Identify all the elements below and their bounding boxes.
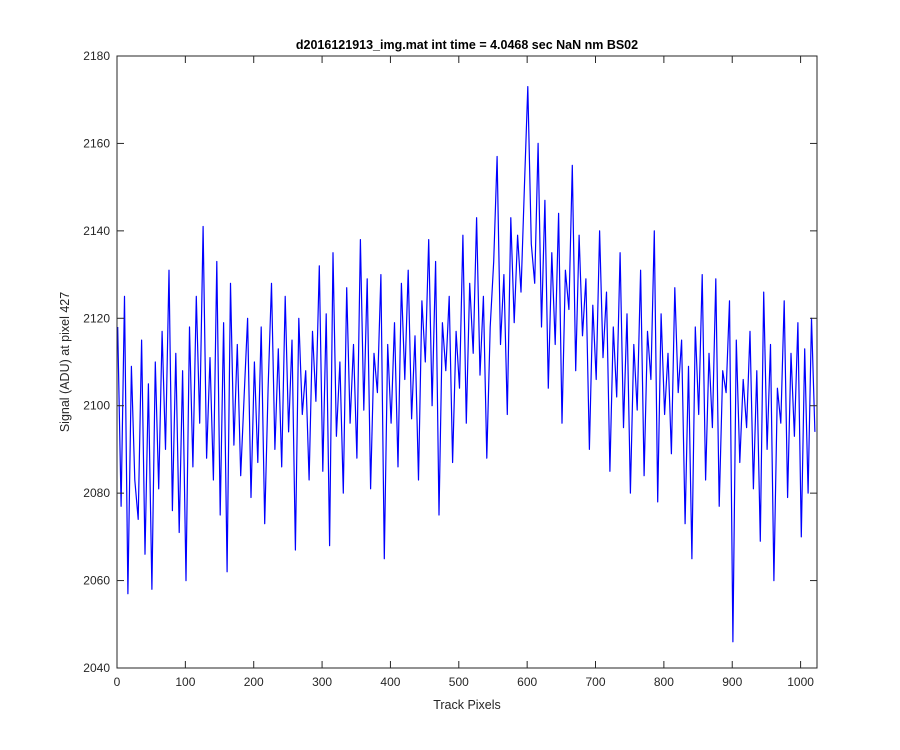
y-axis-label: Signal (ADU) at pixel 427 [58,292,72,432]
series-line-0 [117,85,816,643]
plot-area [117,56,817,668]
x-tick-label: 500 [449,675,469,689]
x-tick-label: 0 [114,675,121,689]
x-tick-label: 200 [244,675,264,689]
y-tick-label: 2060 [83,574,110,588]
x-tick-label: 400 [380,675,400,689]
y-tick-label: 2080 [83,486,110,500]
y-tick-label: 2120 [83,311,110,325]
y-tick-label: 2160 [83,136,110,150]
series-group [117,85,816,643]
y-tick-label: 2040 [83,661,110,675]
axes-frame [116,55,818,669]
y-axis: 2040 2060 2080 2100 2120 2140 2160 2180 [83,49,817,675]
x-tick-label: 900 [722,675,742,689]
y-tick-label: 2100 [83,399,110,413]
x-tick-label: 300 [312,675,332,689]
x-axis: 0 100 200 300 400 500 600 700 800 900 1000 [114,56,814,689]
x-tick-label: 600 [517,675,537,689]
x-tick-label: 100 [175,675,195,689]
x-tick-label: 700 [586,675,606,689]
x-tick-label: 1000 [787,675,814,689]
x-tick-label: 800 [654,675,674,689]
chart-title: d2016121913_img.mat int time = 4.0468 se… [296,38,638,52]
y-tick-label: 2180 [83,49,110,63]
y-tick-label: 2140 [83,224,110,238]
x-axis-label: Track Pixels [433,698,501,712]
